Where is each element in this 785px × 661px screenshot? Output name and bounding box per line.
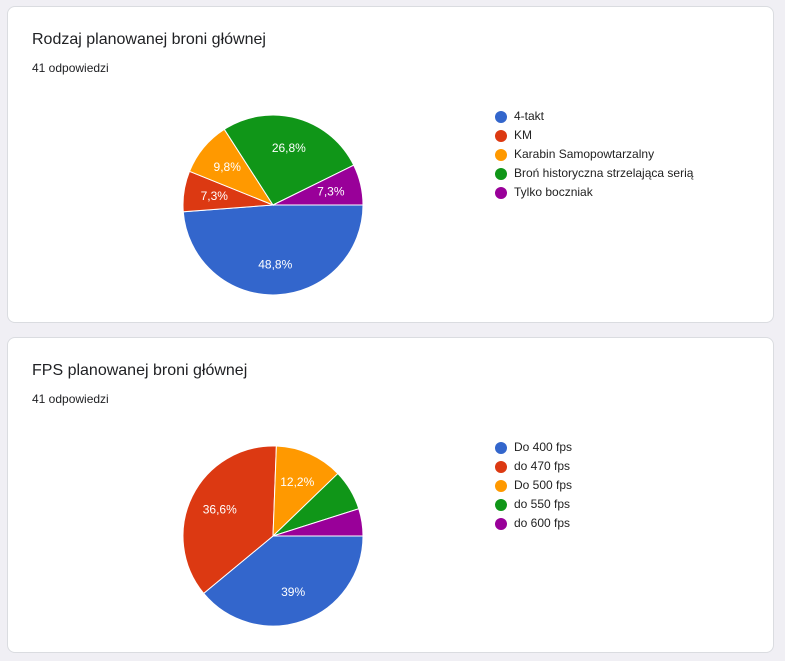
response-count: 41 odpowiedzi bbox=[32, 392, 109, 406]
legend-item: 4-takt bbox=[495, 107, 693, 126]
legend-swatch bbox=[495, 129, 507, 142]
pie-slice bbox=[272, 508, 364, 537]
legend-swatch bbox=[495, 479, 507, 492]
legend-swatch bbox=[495, 517, 507, 530]
legend-label: Broń historyczna strzelająca serią bbox=[514, 166, 694, 180]
question-card-1: FPS planowanej broni głównej 41 odpowied… bbox=[7, 337, 774, 653]
slice-label: 36,6% bbox=[203, 503, 237, 517]
legend-item: Tylko boczniak bbox=[495, 183, 693, 202]
pie-slice bbox=[272, 445, 339, 538]
pie-chart: 39% 36,6% 12,2% bbox=[182, 445, 364, 627]
legend-item: KM bbox=[495, 126, 693, 145]
legend-item: Karabin Samopowtarzalny bbox=[495, 145, 693, 164]
pie-slice bbox=[202, 535, 364, 627]
question-card-0: Rodzaj planowanej broni głównej 41 odpow… bbox=[7, 6, 774, 323]
legend-item: Do 500 fps bbox=[495, 476, 572, 495]
pie-slice bbox=[182, 445, 277, 595]
legend-label: Do 400 fps bbox=[514, 440, 573, 454]
pie-slice bbox=[272, 164, 364, 206]
slice-label: 26,8% bbox=[272, 141, 306, 155]
slice-label: 39% bbox=[281, 585, 305, 599]
chart-legend: 4-takt KM Karabin Samopowtarzalny Broń hist… bbox=[495, 107, 693, 202]
legend-swatch bbox=[495, 167, 507, 180]
slice-label: 48,8% bbox=[258, 257, 292, 271]
legend-swatch bbox=[495, 460, 507, 473]
slice-label: 12,2% bbox=[280, 475, 314, 489]
response-count: 41 odpowiedzi bbox=[32, 61, 109, 75]
legend-label: Do 500 fps bbox=[514, 478, 573, 492]
pie-chart: 48,8% 7,3% 9,8% 26,8% 7,3% bbox=[182, 114, 364, 296]
legend-swatch bbox=[495, 110, 507, 123]
slice-label: 7,3% bbox=[317, 185, 345, 199]
legend-swatch bbox=[495, 441, 507, 454]
pie-slice bbox=[182, 204, 364, 296]
legend-swatch bbox=[495, 186, 507, 199]
chart-legend: Do 400 fps do 470 fps Do 500 fps do 550 fps… bbox=[495, 438, 572, 533]
question-title: FPS planowanej broni głównej bbox=[32, 362, 248, 379]
legend-item: Broń historyczna strzelająca serią bbox=[495, 164, 693, 183]
legend-label: Tylko boczniak bbox=[514, 185, 593, 199]
legend-label: Karabin Samopowtarzalny bbox=[514, 147, 655, 161]
legend-swatch bbox=[495, 148, 507, 161]
legend-label: KM bbox=[514, 128, 532, 142]
pie-slice bbox=[223, 114, 355, 206]
question-title: Rodzaj planowanej broni głównej bbox=[32, 31, 266, 48]
legend-label: do 470 fps bbox=[514, 459, 571, 473]
legend-item: Do 400 fps bbox=[495, 438, 572, 457]
legend-label: do 550 fps bbox=[514, 497, 571, 511]
legend-item: do 550 fps bbox=[495, 495, 572, 514]
slice-label: 7,3% bbox=[201, 189, 229, 203]
legend-swatch bbox=[495, 498, 507, 511]
legend-label: do 600 fps bbox=[514, 516, 571, 530]
legend-item: do 600 fps bbox=[495, 514, 572, 533]
legend-item: do 470 fps bbox=[495, 457, 572, 476]
slice-label: 9,8% bbox=[214, 160, 242, 174]
legend-label: 4-takt bbox=[514, 109, 545, 123]
